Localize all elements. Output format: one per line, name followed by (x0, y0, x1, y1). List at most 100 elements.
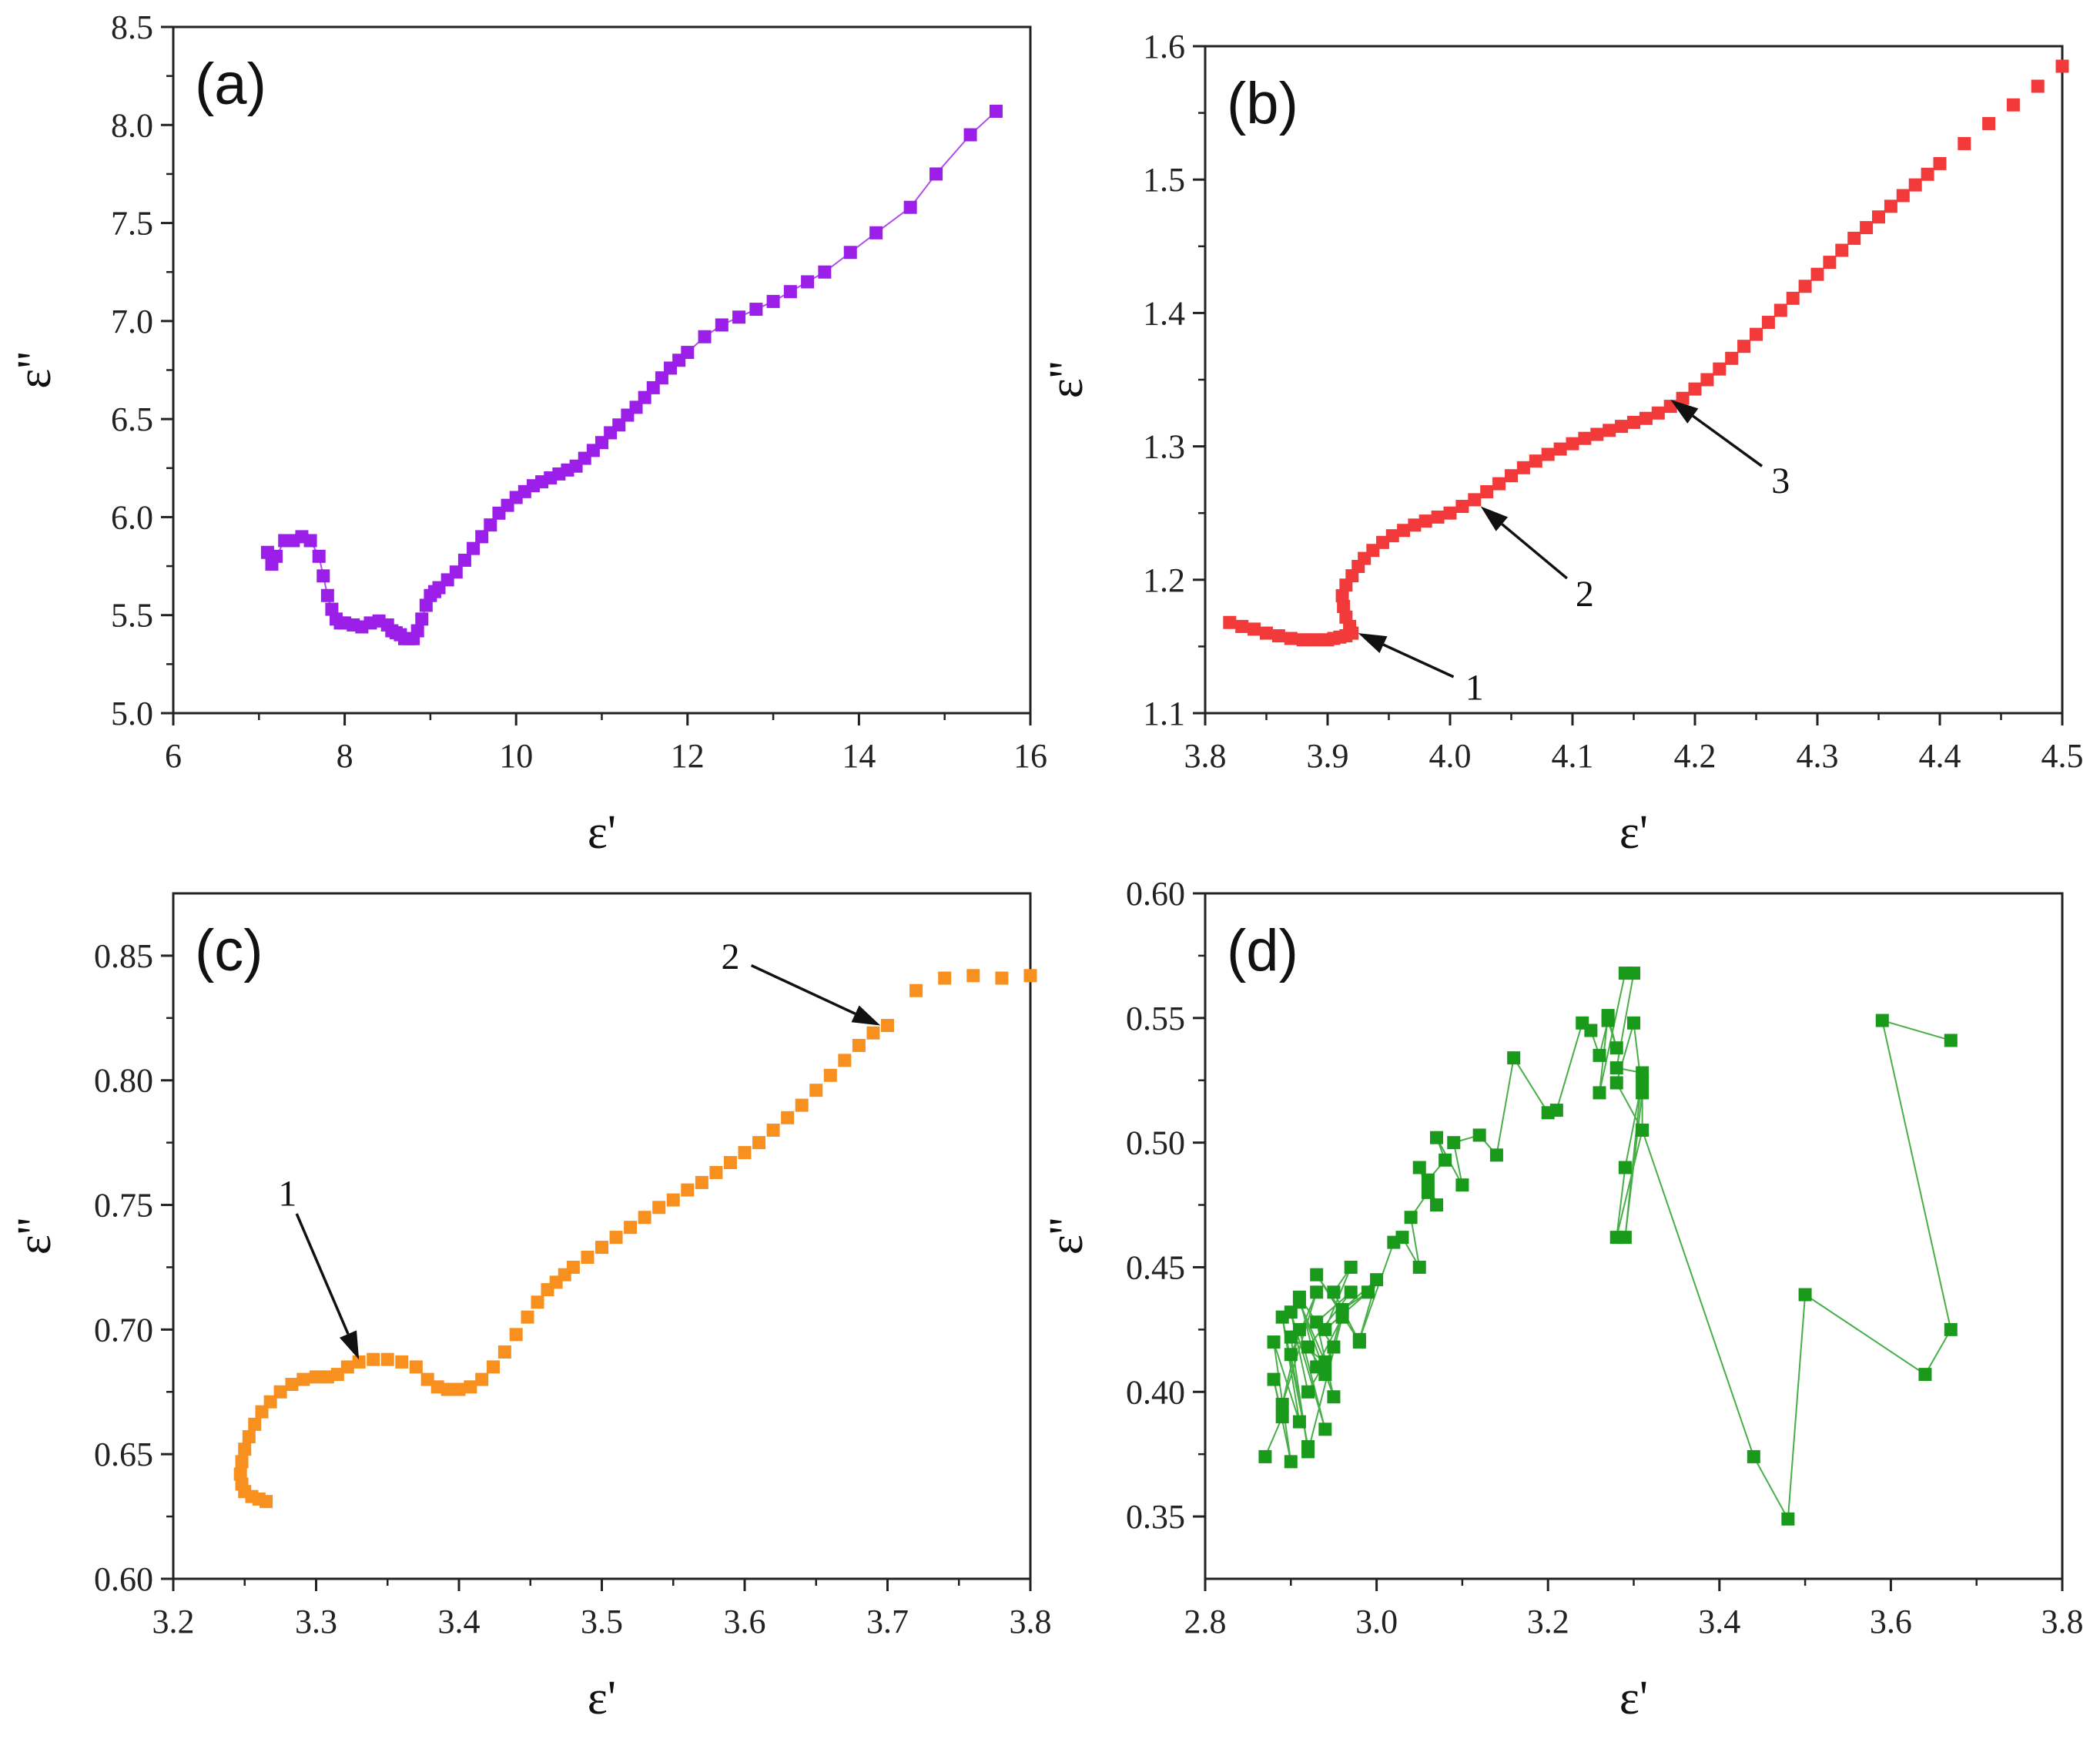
data-point (1786, 291, 1800, 305)
x-tick-label: 3.2 (152, 1603, 195, 1640)
data-point (1318, 1355, 1332, 1369)
data-point (1676, 391, 1690, 405)
data-point (285, 1378, 299, 1392)
data-point (2006, 98, 2020, 112)
y-tick-label: 8.5 (111, 8, 153, 46)
data-point (1327, 1390, 1341, 1404)
data-point (909, 983, 923, 997)
y-tick-label: 0.75 (94, 1187, 153, 1225)
y-axis-label: ε'' (1040, 1218, 1093, 1255)
data-point (801, 275, 815, 289)
data-point (1327, 1340, 1341, 1354)
data-point (818, 265, 832, 279)
y-tick-label: 0.50 (1126, 1124, 1185, 1162)
annotation-label-1: 1 (1465, 667, 1484, 708)
data-point (781, 1111, 795, 1124)
data-point (1327, 1285, 1341, 1299)
data-point (1439, 1153, 1452, 1167)
data-point (1847, 231, 1861, 245)
data-point (1489, 1148, 1503, 1162)
data-point (1835, 243, 1849, 257)
data-point (415, 612, 429, 626)
data-point (1761, 316, 1775, 330)
data-point (809, 1084, 823, 1097)
data-point (317, 569, 330, 583)
data-point (1296, 633, 1310, 647)
data-point (2031, 79, 2045, 93)
annotation-arrowhead-1 (1358, 633, 1388, 653)
data-point (1271, 629, 1285, 643)
data-point (652, 1201, 666, 1215)
x-tick-label: 3.8 (1010, 1603, 1052, 1640)
data-point (1395, 1231, 1409, 1245)
annotation-arrow-2 (1501, 523, 1568, 580)
data-point (766, 1123, 780, 1137)
data-point (1737, 340, 1751, 353)
x-tick-label: 10 (499, 737, 533, 775)
data-point (380, 1352, 394, 1366)
panel-label: (c) (195, 918, 263, 983)
x-tick-label: 4.4 (1919, 737, 1961, 775)
data-point (1310, 1285, 1324, 1299)
panel-d: 2.8 3.0 3.2 3.4 3.6 3.8 0.35 0.40 0.45 0.50 0.55 0.… (1040, 875, 2084, 1724)
y-tick-label: 0.85 (94, 937, 153, 975)
data-point (1447, 1136, 1461, 1150)
data-point (1516, 461, 1530, 474)
data-point (1636, 1123, 1650, 1137)
data-point (1549, 1104, 1563, 1117)
data-point (595, 1241, 608, 1255)
data-point (681, 346, 695, 360)
x-tick-label: 12 (671, 737, 705, 775)
y-axis-label: ε'' (8, 1218, 61, 1255)
data-point (1609, 1061, 1623, 1075)
data-point (464, 1380, 477, 1394)
data-point (1553, 442, 1567, 456)
data-point (1933, 156, 1947, 170)
data-point (497, 1345, 511, 1359)
data-point (989, 104, 1003, 118)
data-point (1921, 167, 1934, 181)
data-point (852, 1038, 866, 1052)
data-point (1385, 529, 1399, 543)
data-point (521, 1310, 534, 1324)
data-point (1455, 500, 1469, 514)
data-point (440, 1382, 454, 1396)
data-point (624, 1221, 638, 1235)
data-point (843, 246, 857, 260)
data-point (1318, 1368, 1332, 1382)
data-point (531, 1295, 544, 1309)
data-point (1609, 1076, 1623, 1090)
data-point (1823, 256, 1837, 270)
y-tick-label: 1.1 (1143, 695, 1185, 732)
data-point (838, 1054, 852, 1067)
x-tick-label: 6 (165, 737, 182, 775)
data-point (723, 1156, 737, 1170)
data-point (1492, 477, 1506, 491)
y-tick-label: 0.65 (94, 1436, 153, 1473)
data-point (1260, 626, 1273, 640)
data-point (1590, 427, 1604, 441)
data-point (823, 1068, 837, 1082)
y-tick-label: 5.5 (111, 597, 153, 635)
data-point (1480, 484, 1494, 498)
data-point (1872, 210, 1885, 224)
data-point (1352, 1332, 1366, 1346)
data-point (1284, 1348, 1298, 1362)
data-point (1412, 1260, 1426, 1274)
data-point (1455, 1178, 1469, 1192)
y-tick-label: 0.35 (1126, 1498, 1185, 1536)
data-point (1958, 136, 1971, 150)
panel-label: (a) (195, 52, 266, 117)
data-point (1318, 1322, 1332, 1336)
x-tick-label: 4.5 (2041, 737, 2084, 775)
data-point (367, 1352, 380, 1366)
data-point (766, 294, 780, 308)
y-axis-label: ε'' (8, 351, 61, 388)
data-point (1651, 406, 1665, 420)
data-point (452, 1382, 466, 1396)
data-point (1636, 1074, 1650, 1087)
data-point (1982, 116, 1996, 130)
y-axis-label: ε'' (1040, 361, 1093, 398)
data-point (1627, 967, 1640, 980)
data-point (609, 1231, 623, 1245)
